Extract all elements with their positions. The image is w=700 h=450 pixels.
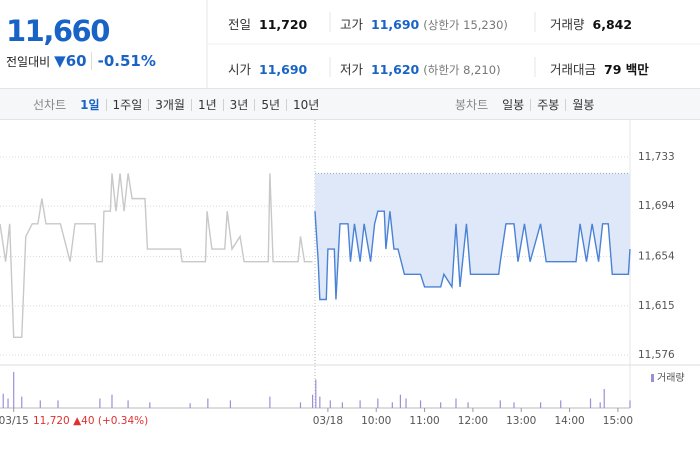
tab-group: 선차트 1일 1주일 3개월 1년 3년 5년 10년 [33, 96, 325, 113]
stat-value: 11,720 [259, 17, 308, 32]
volume-bar [499, 400, 501, 408]
volume-bar [629, 400, 631, 408]
tab-group-label: 선차트 [33, 98, 67, 112]
volume-bar [467, 402, 469, 408]
tab-option[interactable]: 1일 [80, 97, 100, 112]
tab-option[interactable]: 10년 [286, 98, 325, 111]
volume-bar [311, 394, 314, 408]
tab-bar [0, 88, 700, 120]
tab-option[interactable]: 3년 [222, 98, 255, 111]
volume-bar [455, 398, 457, 408]
y-tick-label: 11,654 [638, 251, 675, 263]
volume-bar [13, 371, 15, 408]
volume-bar [599, 402, 601, 408]
tab-option[interactable]: 주봉 [530, 98, 565, 111]
stat-label: 저가 [340, 62, 364, 77]
tab-option[interactable]: 5년 [254, 98, 286, 111]
stat: 시가 11,690 [228, 59, 307, 78]
volume-bar [7, 398, 9, 408]
x-tick-label: 12:00 [458, 415, 488, 427]
stat-label: 거래량 [550, 17, 585, 32]
volume-bar [111, 394, 113, 408]
volume-bar [315, 379, 317, 408]
stat-label: 전일 [228, 17, 252, 32]
tab-option[interactable]: 3개월 [148, 98, 191, 111]
volume-bar [440, 402, 442, 408]
current-price: 11,660 [6, 14, 110, 48]
volume-bar [391, 402, 393, 408]
y-tick-label: 11,615 [638, 300, 675, 312]
volume-bar [341, 402, 343, 408]
volume-bar [299, 402, 302, 408]
volume-bar [149, 402, 151, 408]
price-line [0, 173, 313, 339]
x-tick-label: 03/15 [0, 415, 29, 427]
volume-bar [229, 400, 232, 408]
volume-bar [269, 396, 271, 408]
stat-value: 11,690 [371, 17, 420, 32]
legend-label: 거래량 [657, 372, 685, 384]
volume-bar [419, 400, 422, 408]
stat: 전일 11,720 [228, 14, 307, 33]
stat-value: 6,842 [592, 17, 633, 32]
area-fill [315, 173, 630, 300]
volume-bar [359, 400, 361, 408]
x-tick-label: 15:00 [603, 415, 633, 427]
volume-bar [99, 398, 101, 408]
volume-bar [560, 400, 562, 408]
x-tick-label: 03/18 [313, 415, 343, 427]
volume-bar [539, 402, 542, 408]
change-rate: -0.51% [90, 52, 156, 70]
y-tick-label: 11,576 [638, 349, 675, 361]
x-tick-label: 10:00 [361, 415, 391, 427]
stat-value: 11,620 [371, 62, 420, 77]
x-tick-label: 11:00 [409, 415, 439, 427]
stat-label: 시가 [228, 62, 252, 77]
volume-bar [319, 396, 321, 408]
legend-swatch [651, 374, 654, 382]
prev-day-summary: 11,720 ▲40 (+0.34%) [33, 415, 148, 427]
change-row: 전일대비 ▼60 -0.51% [6, 52, 156, 70]
stat-note: (하한가 8,210) [423, 63, 501, 77]
price-line [314, 210, 631, 301]
volume-bar [2, 393, 4, 408]
volume-bar [21, 396, 23, 408]
stat-value: 79 백만 [604, 62, 649, 77]
tab-option[interactable]: 1주일 [105, 98, 149, 111]
stat-label: 고가 [340, 17, 364, 32]
volume-bar [589, 398, 592, 408]
stat-label: 거래대금 [550, 62, 597, 77]
x-tick-label: 14:00 [554, 415, 584, 427]
volume-bar [399, 394, 401, 408]
y-tick-label: 11,694 [638, 200, 675, 212]
y-tick-label: 11,733 [638, 151, 675, 163]
volume-bar [603, 389, 605, 408]
stat: 고가 11,690 (상한가 15,230) [340, 14, 508, 33]
volume-bar [127, 400, 129, 408]
tab-group: 봉차트 일봉 주봉 월봉 [455, 96, 600, 113]
volume-bar [513, 402, 515, 408]
stat: 저가 11,620 (하한가 8,210) [340, 59, 501, 78]
volume-bar [377, 398, 379, 408]
stat: 거래대금 79 백만 [550, 59, 649, 78]
x-tick-label: 13:00 [506, 415, 536, 427]
volume-bar [207, 398, 209, 408]
change-label: 전일대비 [6, 55, 51, 69]
volume-bar [189, 403, 191, 408]
tab-option[interactable]: 월봉 [565, 98, 600, 111]
volume-bar [329, 400, 331, 408]
stat: 거래량 6,842 [550, 14, 632, 33]
tab-option[interactable]: 1년 [190, 98, 223, 111]
change-value: ▼60 [54, 52, 87, 70]
volume-bar [405, 398, 407, 408]
stat-note: (상한가 15,230) [423, 18, 508, 32]
volume-bar [39, 400, 41, 408]
volume-bar [57, 400, 59, 408]
tab-option[interactable]: 일봉 [502, 97, 525, 112]
tab-group-label: 봉차트 [455, 98, 489, 112]
stat-value: 11,690 [259, 62, 308, 77]
